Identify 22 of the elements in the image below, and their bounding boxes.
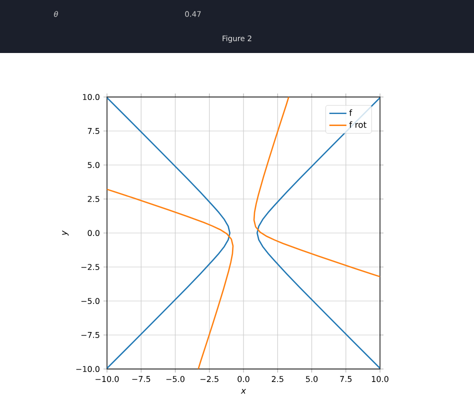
x-tick-label: −2.5 — [200, 376, 218, 382]
y-tick-label: 2.5 — [88, 196, 100, 202]
y-tick-label: −2.5 — [81, 264, 100, 270]
x-tick-label: −5.0 — [166, 376, 184, 382]
x-tick-label: −7.5 — [132, 376, 150, 382]
x-tick-label: 10.0 — [372, 376, 388, 382]
y-tick-label: 10.0 — [83, 94, 100, 100]
x-tick-label: −10.0 — [96, 376, 119, 382]
x-axis-title: x — [240, 388, 246, 394]
y-tick-label: 7.5 — [88, 128, 100, 134]
x-tick-label: 5.0 — [306, 376, 318, 382]
y-tick-label: −10.0 — [76, 366, 100, 372]
y-tick-label: −5.0 — [81, 298, 100, 304]
x-tick-label: 7.5 — [340, 376, 352, 382]
y-axis-title: y — [62, 230, 69, 236]
y-tick-label: −7.5 — [81, 332, 100, 338]
x-tick-label: 0.0 — [238, 376, 250, 382]
y-tick-label: 5.0 — [88, 162, 100, 168]
legend-label: f rot — [349, 121, 366, 128]
legend-label: f — [349, 109, 352, 116]
y-tick-label: 0.0 — [88, 230, 100, 236]
x-tick-label: 2.5 — [272, 376, 284, 382]
